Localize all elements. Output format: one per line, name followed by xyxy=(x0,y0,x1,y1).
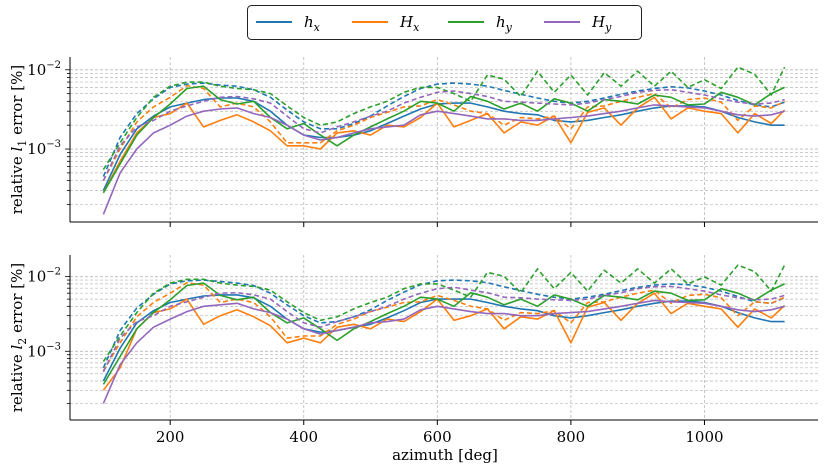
x-tick-label: 600 xyxy=(423,428,452,446)
series-line-hy-dashed xyxy=(102,264,786,362)
x-tick-label: 200 xyxy=(156,428,185,446)
series-line-Hy-dashed xyxy=(102,285,785,373)
x-tick-label: 800 xyxy=(557,428,586,446)
legend-frame xyxy=(247,5,642,40)
legend-label: hx xyxy=(304,13,321,34)
series-line-Hx-solid xyxy=(102,96,786,194)
x-tick-label: 400 xyxy=(289,428,318,446)
legend-label: Hx xyxy=(399,13,420,34)
legend-entry-h-x: hx xyxy=(256,13,321,34)
legend-entry-H-x: Hx xyxy=(352,13,420,34)
legend-label: Hy xyxy=(591,13,612,34)
series-line-hy-solid xyxy=(102,85,785,194)
y-axis-label: relative l2 error [%] xyxy=(8,263,29,412)
series-line-hy-solid xyxy=(102,282,785,385)
x-axis-label: azimuth [deg] xyxy=(392,446,498,464)
y-tick-label: 10−3 xyxy=(27,341,61,360)
x-tick-label: 1000 xyxy=(685,428,723,446)
legend: hx Hx hy Hy xyxy=(247,5,642,40)
y-axis-label: relative l1 error [%] xyxy=(8,65,29,214)
series-line-hx-dashed xyxy=(102,82,785,177)
series-line-Hx-solid xyxy=(102,292,786,391)
legend-label: hy xyxy=(496,13,513,34)
series-line-hx-dashed xyxy=(102,279,785,369)
y-tick-label: 10−2 xyxy=(27,267,61,286)
series-group xyxy=(102,66,786,215)
series-line-Hy-dashed xyxy=(102,88,785,181)
series-line-hy-dashed xyxy=(102,66,786,171)
y-tick-label: 10−2 xyxy=(27,60,61,79)
legend-entry-H-y: Hy xyxy=(544,13,612,34)
series-line-Hx-dashed xyxy=(102,281,785,372)
series-line-Hy-solid xyxy=(102,299,785,404)
series-group xyxy=(102,264,786,404)
y-tick-label: 10−3 xyxy=(27,139,61,158)
series-line-Hy-solid xyxy=(102,104,785,215)
grid xyxy=(70,57,818,222)
series-line-hx-solid xyxy=(102,294,785,382)
legend-entry-h-y: hy xyxy=(448,13,513,34)
